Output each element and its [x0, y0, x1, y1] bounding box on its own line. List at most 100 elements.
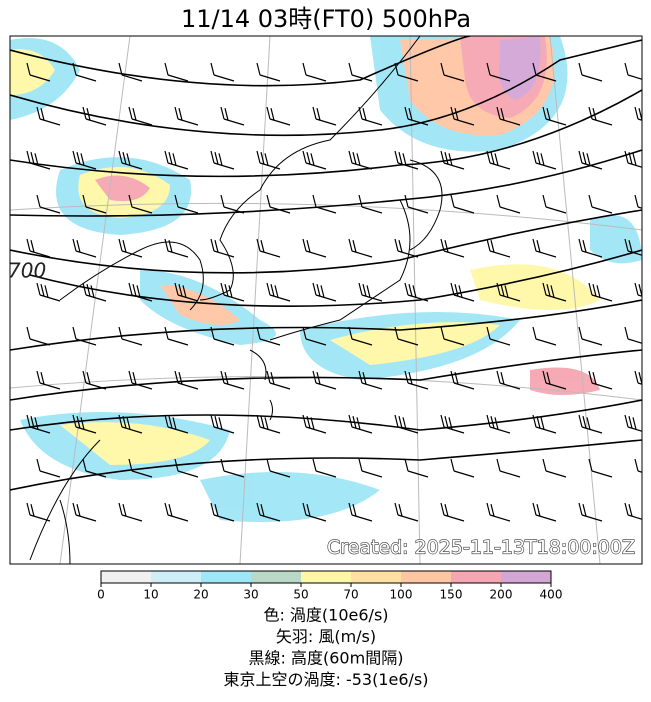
wind-barb — [496, 458, 521, 478]
wind-barb — [486, 150, 511, 170]
wind-barb — [220, 106, 245, 126]
wind-barb — [174, 458, 199, 478]
wind-barb — [210, 502, 235, 522]
wind-barb — [348, 150, 373, 170]
wind-barb — [266, 458, 291, 478]
colorbar-tick-label: 200 — [490, 588, 513, 602]
wind-barb — [394, 502, 419, 522]
wind-barb — [174, 370, 199, 390]
wind-barb — [210, 238, 235, 258]
wind-barb — [118, 326, 143, 346]
wind-barbs — [26, 62, 642, 522]
wind-barb — [164, 502, 189, 522]
wind-barb — [128, 458, 153, 478]
wind-barb — [624, 62, 642, 80]
wind-barb — [72, 502, 97, 522]
wind-barb — [164, 326, 189, 346]
wind-barb — [210, 326, 235, 346]
colorbar-segment — [301, 571, 351, 583]
wind-barb — [266, 370, 291, 390]
wind-barb — [486, 502, 511, 522]
wind-barb — [542, 194, 567, 214]
wind-barb — [624, 326, 642, 344]
wind-barb — [358, 370, 383, 390]
wind-barb — [440, 326, 465, 346]
wind-barb — [404, 370, 429, 390]
wind-barb — [578, 150, 603, 170]
wind-barb — [578, 238, 603, 258]
wind-barb — [404, 458, 429, 478]
wind-barb — [624, 150, 642, 168]
colorbar-tick-label: 10 — [143, 588, 158, 602]
wind-barb — [348, 62, 373, 82]
wind-barb — [404, 194, 429, 214]
legend-line: 矢羽: 風(m/s) — [276, 627, 376, 646]
colorbar-segment — [251, 571, 301, 583]
wind-barb — [624, 502, 642, 520]
wind-barb — [496, 106, 521, 126]
wind-barb — [72, 414, 97, 434]
wind-barb — [486, 238, 511, 258]
wind-barb — [312, 194, 337, 214]
wind-barb — [266, 106, 291, 126]
colorbar-tick-label: 20 — [193, 588, 208, 602]
wind-barb — [486, 62, 511, 82]
colorbar-segment — [351, 571, 401, 583]
colorbar-tick-label: 150 — [440, 588, 463, 602]
wind-barb — [220, 194, 245, 214]
wind-barb — [174, 282, 199, 302]
wind-barb — [394, 238, 419, 258]
wind-barb — [450, 458, 475, 478]
wind-barb — [266, 194, 291, 214]
wind-barb — [542, 458, 567, 478]
wind-barb — [174, 194, 199, 214]
wind-barb — [256, 326, 281, 346]
wind-barb — [634, 282, 642, 297]
title: 11/14 03時(FT0) 500hPa — [181, 5, 471, 33]
wind-barb — [210, 62, 235, 82]
wind-barb — [634, 458, 642, 473]
wind-barb — [72, 326, 97, 346]
wind-barb — [440, 62, 465, 82]
wind-barb — [358, 194, 383, 214]
wind-barb — [624, 414, 642, 432]
wind-barb — [26, 150, 51, 170]
wind-barb — [486, 326, 511, 346]
wind-barb — [118, 502, 143, 522]
wind-barb — [532, 502, 557, 522]
wind-barb — [72, 150, 97, 170]
wind-barb — [256, 414, 281, 434]
wind-barb — [266, 282, 291, 302]
wind-barb — [532, 414, 557, 434]
wind-barb — [174, 106, 199, 126]
colorbar: 0 10 20 30 50 70 100 150 200 400 — [97, 570, 563, 602]
wind-barb — [486, 414, 511, 434]
wind-barb — [532, 150, 557, 170]
wind-barb — [220, 458, 245, 478]
wind-barb — [312, 106, 337, 126]
wind-barb — [312, 458, 337, 478]
colorbar-segment — [151, 571, 201, 583]
wind-barb — [256, 150, 281, 170]
colorbar-frame — [100, 570, 552, 584]
map-area: 700 — [10, 36, 642, 564]
colorbar-tick-label: 400 — [540, 588, 563, 602]
wind-barb — [82, 370, 107, 390]
wind-barb — [542, 370, 567, 390]
wind-barb — [404, 106, 429, 126]
wind-barb — [82, 458, 107, 478]
wind-barb — [82, 194, 107, 214]
wind-barb — [128, 282, 153, 302]
wind-barb — [72, 238, 97, 258]
colorbar-segment — [101, 571, 151, 583]
wind-barb — [588, 194, 613, 214]
wind-barb — [496, 194, 521, 214]
wind-barb — [302, 326, 327, 346]
colorbar-tick-label: 100 — [390, 588, 413, 602]
wind-barb — [450, 106, 475, 126]
wind-barb — [164, 62, 189, 82]
wind-barb — [404, 282, 429, 302]
wind-barb — [302, 150, 327, 170]
wind-barb — [164, 414, 189, 434]
wind-barb — [578, 414, 603, 434]
